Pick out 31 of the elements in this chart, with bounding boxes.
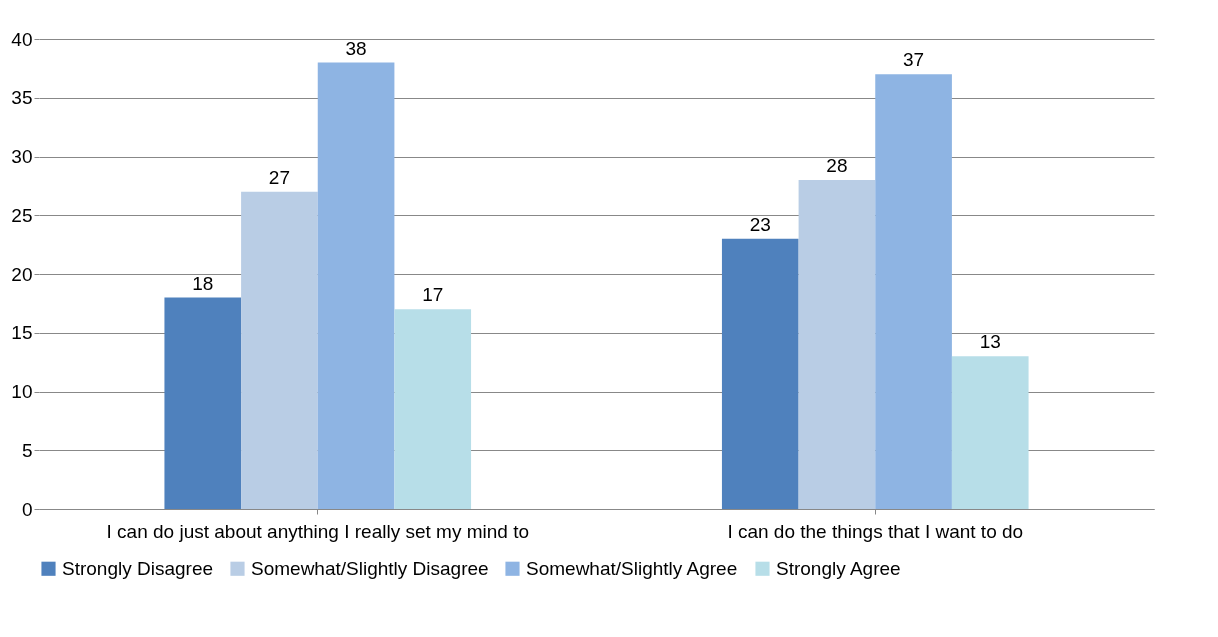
data-label: 37 [903,49,925,71]
legend-label: Strongly Disagree [62,557,214,579]
data-label: 17 [422,284,444,306]
legend-label: Somewhat/Slightly Disagree [251,557,489,579]
bar [875,74,952,509]
y-tick-label: 30 [11,146,33,167]
bar [317,62,395,509]
y-tick-label: 15 [11,322,33,344]
x-tick-label: I can do just about anything I really set my mind to [106,520,529,542]
data-label: 28 [826,155,848,176]
bar [951,356,1029,509]
bar [721,238,799,509]
y-tick-label: 20 [11,263,33,285]
data-label: 23 [749,213,771,235]
y-tick-label: 25 [11,204,33,226]
y-tick-label: 0 [21,498,33,520]
data-label: 18 [192,272,214,294]
bar [241,191,318,509]
bar [798,180,876,509]
data-label: 13 [979,331,1001,353]
y-tick-label: 5 [21,439,33,461]
x-tick-label: I can do the things that I want to do [727,520,1024,542]
bar [394,309,472,509]
legend-label: Strongly Agree [776,557,901,579]
data-label: 27 [268,166,290,188]
y-tick-label: 10 [11,381,33,402]
data-label: 38 [345,37,367,59]
legend-label: Somewhat/Slightly Agree [526,557,738,579]
y-tick-label: 35 [11,87,33,109]
bar [164,297,242,509]
y-tick-label: 40 [11,28,33,50]
